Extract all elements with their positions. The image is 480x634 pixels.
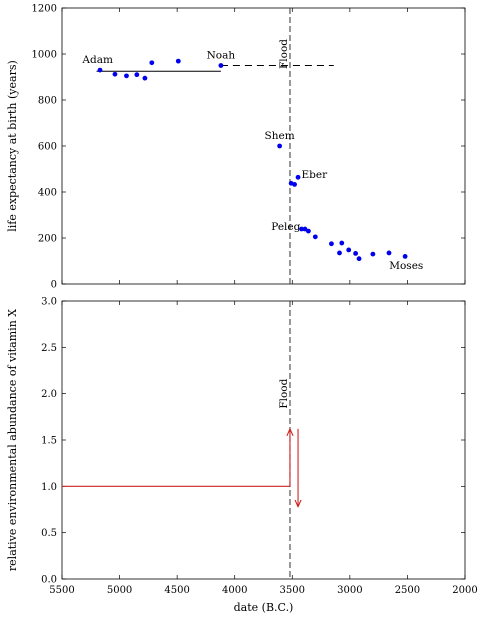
data-point [134, 72, 140, 78]
data-point [142, 75, 148, 81]
x-tick-label: 3500 [280, 585, 305, 596]
y-tick-label: 1000 [32, 50, 57, 61]
data-point [356, 256, 362, 262]
y-tick-label: 0 [51, 280, 57, 291]
data-point [175, 58, 181, 64]
annotation-peleg: Peleg [271, 221, 300, 233]
y-tick-label: 800 [38, 96, 57, 107]
flood-label: Flood [278, 378, 290, 408]
data-point [292, 182, 297, 187]
y-tick-label: 2.0 [41, 389, 57, 400]
y-tick-label: 2.5 [41, 343, 57, 354]
data-point [337, 250, 342, 256]
data-point [402, 254, 408, 259]
y-tick-label: 1.0 [41, 482, 57, 493]
data-point [312, 234, 318, 240]
x-tick-label: 2500 [395, 585, 420, 596]
life-expectancy-panel: 0 200 400 600 800 1000 1200 life expectancy at … [6, 4, 466, 291]
data-point [302, 226, 308, 232]
x-tick-label: 5500 [49, 585, 74, 596]
data-point [97, 67, 103, 73]
y-tick-label: 3.0 [41, 297, 57, 308]
x-tick-label: 2000 [452, 585, 477, 596]
y-tick-label: 0.0 [41, 575, 57, 586]
vitamin-x-panel: 5500 5000 4500 4000 3500 3000 2500 2000 0.0 0.5 1.… [6, 297, 478, 615]
plot-frame [61, 7, 466, 285]
annotation-moses: Moses [389, 260, 423, 272]
plot-frame [61, 300, 466, 580]
annotation-eber: Eber [301, 169, 328, 181]
data-point [299, 226, 304, 232]
y-tick-label: 400 [38, 188, 57, 199]
data-point [112, 71, 118, 77]
annotation-adam: Adam [81, 54, 113, 66]
data-point [306, 228, 311, 234]
data-point [370, 251, 376, 257]
data-point [218, 63, 224, 68]
y-tick-label: 0.5 [41, 528, 57, 539]
x-tick-label: 4000 [222, 585, 247, 596]
x-tick-label: 3000 [337, 585, 362, 596]
y-tick-label: 1.5 [41, 436, 57, 447]
data-point [339, 240, 345, 246]
x-axis-label: date (B.C.) [234, 601, 294, 614]
x-tick-label: 4500 [164, 585, 189, 596]
annotation-shem: Shem [265, 130, 295, 142]
y-tick-label: 1200 [32, 4, 57, 15]
data-point [353, 251, 359, 256]
data-point [277, 143, 283, 149]
annotation-noah: Noah [207, 50, 236, 62]
data-point [346, 247, 352, 253]
data-point [386, 250, 392, 256]
y-axis-label: relative environmental abundance of vita… [6, 309, 19, 571]
data-point [329, 241, 334, 247]
x-tick-label: 5000 [107, 585, 132, 596]
data-point [295, 174, 301, 180]
y-tick-label: 600 [38, 142, 57, 153]
flood-label: Flood [278, 39, 290, 69]
data-point [149, 60, 155, 66]
data-point [124, 73, 129, 79]
y-tick-label: 200 [38, 234, 57, 245]
y-axis-label: life expectancy at birth (years) [6, 60, 19, 232]
